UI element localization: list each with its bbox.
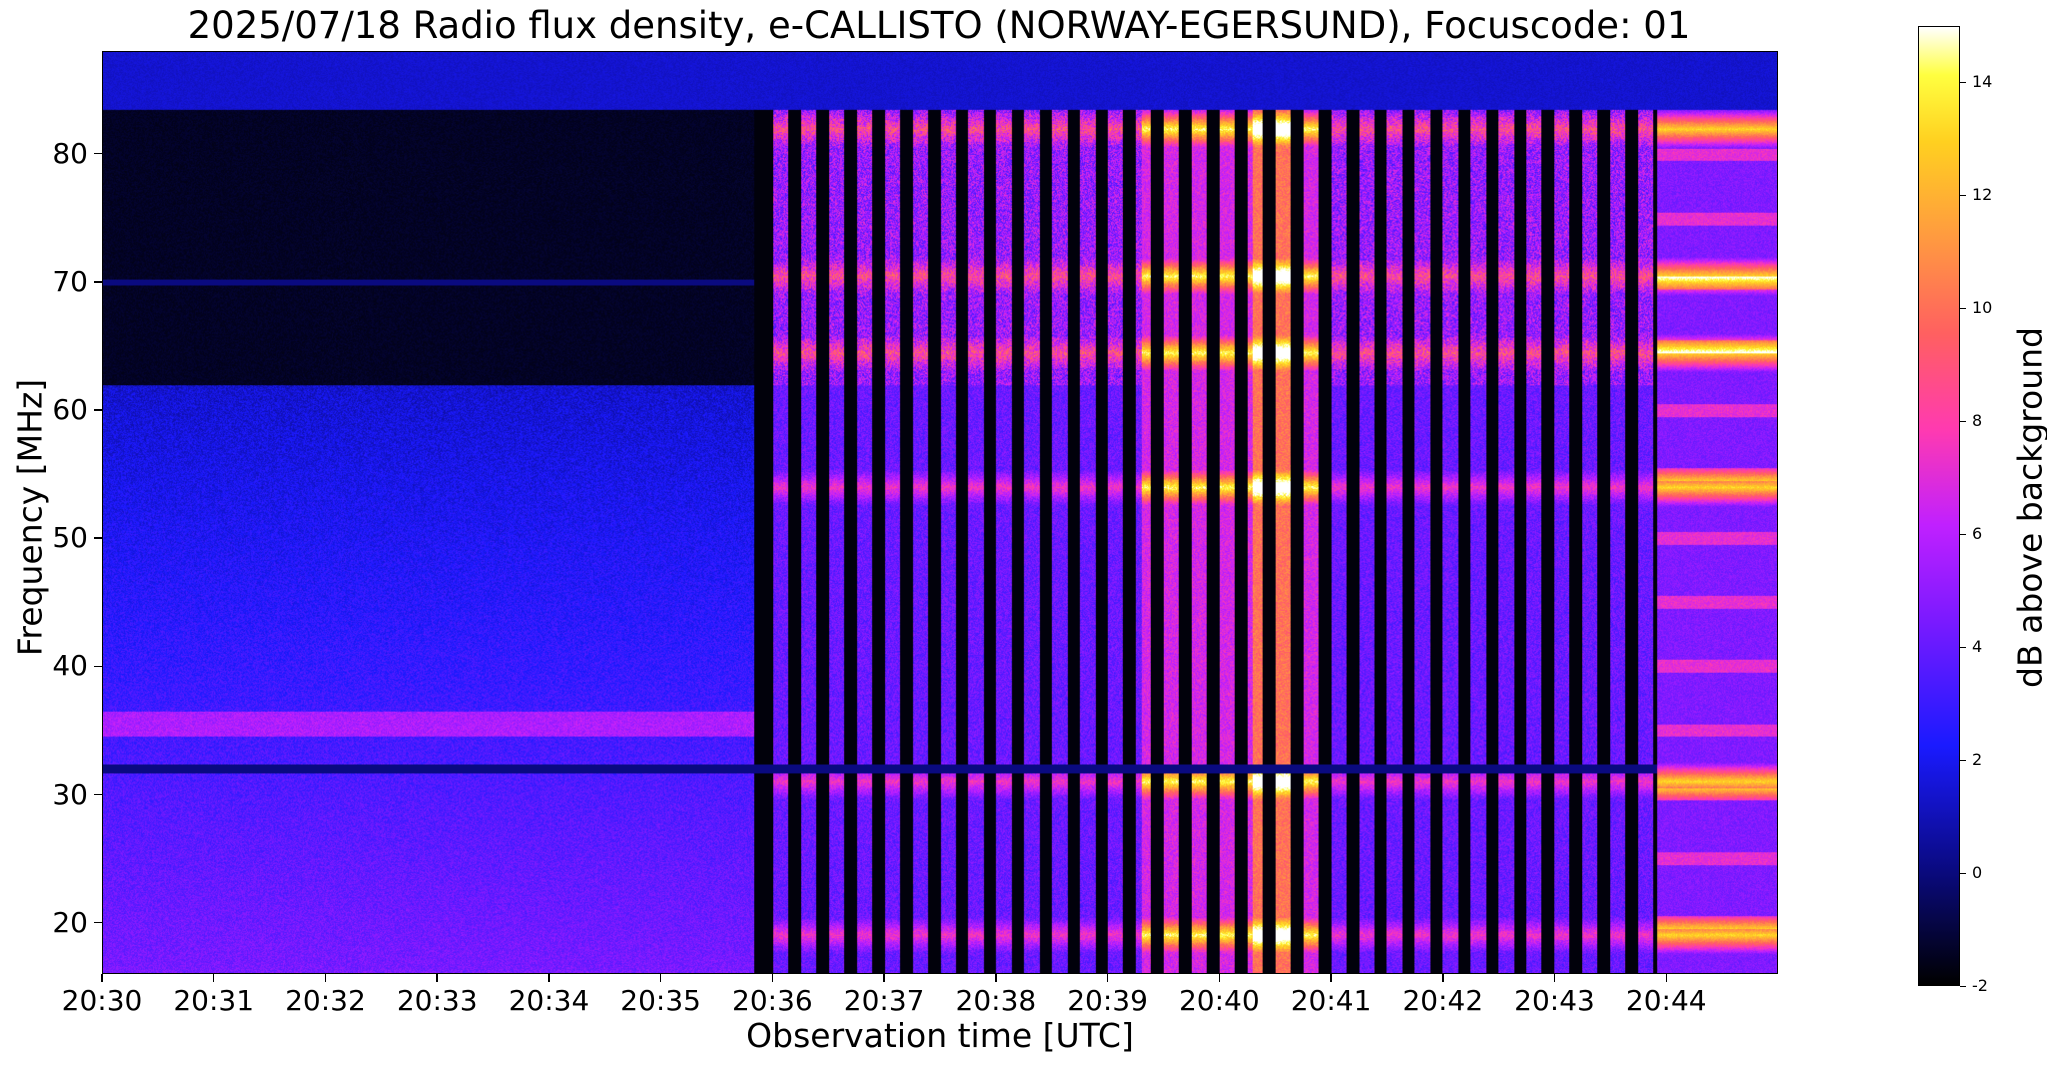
x-tick [995, 974, 997, 982]
spectrogram-image [103, 52, 1777, 973]
x-tick [212, 974, 215, 982]
x-tick-label: 20:42 [1402, 984, 1484, 1017]
x-tick [436, 974, 438, 982]
colorbar-tick-label: 2 [1972, 750, 1983, 770]
x-tick-label: 20:32 [285, 984, 366, 1017]
y-tick [94, 409, 102, 411]
x-tick-label: 20:40 [1178, 984, 1260, 1017]
colorbar-tick [1960, 421, 1966, 423]
colorbar-tick [1960, 986, 1966, 987]
x-tick-label: 20:39 [1067, 984, 1148, 1017]
colorbar-tick-label: 10 [1972, 298, 1993, 318]
x-tick [1218, 974, 1221, 982]
x-tick-label: 20:43 [1514, 984, 1595, 1017]
y-tick-label: 50 [52, 521, 88, 555]
colorbar-tick [1960, 760, 1966, 762]
x-tick-label: 20:37 [843, 984, 925, 1017]
colorbar-tick [1960, 647, 1966, 649]
x-tick [883, 974, 885, 982]
colorbar-tick [1960, 82, 1966, 84]
y-tick-label: 60 [52, 392, 88, 426]
colorbar-tick-label: 6 [1972, 524, 1983, 544]
colorbar-tick-label: 0 [1972, 863, 1983, 883]
colorbar-tick [1960, 873, 1966, 875]
colorbar-tick-label: -2 [1972, 976, 1988, 995]
x-tick [548, 974, 550, 982]
y-tick [94, 281, 102, 283]
x-tick-label: 20:38 [955, 984, 1037, 1017]
x-axis-label: Observation time [UTC] [746, 1016, 1134, 1055]
x-tick-label: 20:31 [173, 984, 255, 1017]
x-tick [1330, 974, 1332, 982]
x-tick [1553, 974, 1556, 982]
colorbar-tick-label: 12 [1972, 185, 1993, 205]
colorbar-label: dB above background [2010, 327, 2047, 688]
chart-title: 2025/07/18 Radio flux density, e-CALLIST… [187, 4, 1691, 47]
y-tick-label: 30 [52, 777, 88, 811]
y-tick [94, 793, 102, 796]
colorbar-tick-label: 14 [1972, 72, 1993, 92]
x-tick [771, 974, 774, 982]
colorbar-tick-label: 4 [1972, 637, 1983, 657]
y-tick-label: 70 [52, 264, 88, 298]
colorbar-tick [1960, 534, 1966, 536]
x-tick [1665, 974, 1668, 982]
y-tick [94, 921, 102, 924]
x-tick [324, 974, 327, 982]
y-tick-label: 20 [52, 905, 88, 939]
x-tick [1106, 974, 1109, 982]
colorbar-tick [1960, 308, 1966, 310]
y-tick [94, 152, 102, 155]
y-tick-label: 40 [52, 649, 88, 683]
colorbar-tick-label: 8 [1972, 411, 1983, 431]
x-tick [101, 974, 103, 982]
x-tick-label: 20:36 [732, 984, 813, 1017]
x-tick-label: 20:34 [508, 984, 590, 1017]
x-tick-label: 20:33 [396, 984, 478, 1017]
x-tick [659, 974, 662, 982]
y-tick [94, 665, 102, 668]
x-tick-label: 20:35 [620, 984, 701, 1017]
plot-area [102, 51, 1778, 974]
y-tick-label: 80 [52, 136, 88, 170]
x-tick-label: 20:30 [61, 984, 143, 1017]
colorbar-tick [1960, 195, 1966, 197]
y-tick [94, 537, 102, 539]
colorbar [1918, 26, 1960, 986]
x-tick-label: 20:44 [1625, 984, 1707, 1017]
x-tick-label: 20:41 [1290, 984, 1372, 1017]
x-tick [1442, 974, 1444, 982]
